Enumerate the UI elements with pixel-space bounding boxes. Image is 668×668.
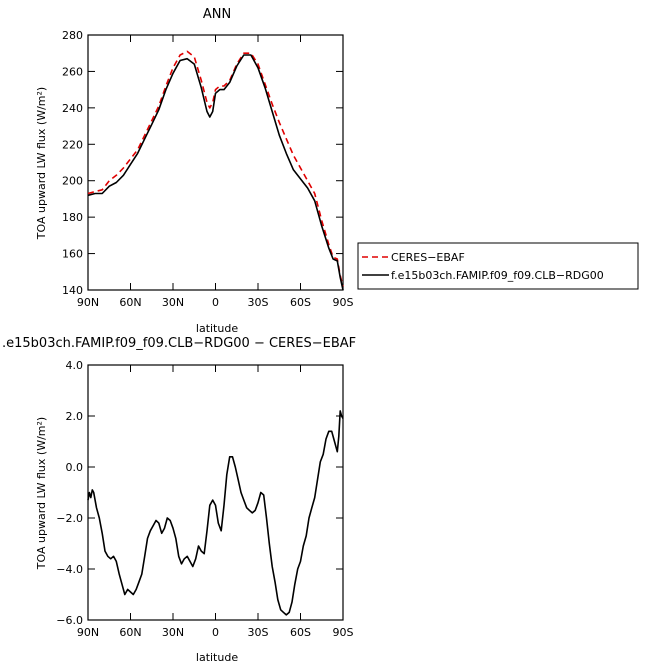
top-x-tick-label: 60N: [119, 296, 141, 309]
legend-label-ceres: CERES−EBAF: [391, 251, 465, 264]
top-x-tick-label: 30S: [248, 296, 269, 309]
top-panel: ANN 90N 60N 30N 0 30S 60S 90S 140 160 180 200 220 24…: [35, 7, 354, 335]
bottom-title: .e15b03ch.FAMIP.f09_f09.CLB−RDG00 − CERE…: [2, 336, 356, 351]
top-y-tick-label: 180: [62, 211, 83, 224]
top-y-tick-label: 200: [62, 175, 83, 188]
bottom-x-tick-label: 0: [212, 626, 219, 639]
bottom-x-tick-label: 30N: [162, 626, 184, 639]
bottom-x-axis-label: latitude: [196, 651, 238, 664]
top-x-axis-label: latitude: [196, 322, 238, 335]
top-x-tick-label: 60S: [290, 296, 311, 309]
bottom-y-axis-label: TOA upward LW flux (W/m²): [35, 417, 48, 570]
top-title: ANN: [203, 7, 231, 22]
bottom-x-tick-label: 90N: [77, 626, 99, 639]
top-y-tick-label: 240: [62, 102, 83, 115]
bottom-y-tick-label: −4.0: [56, 563, 83, 576]
top-x-tick-label: 90N: [77, 296, 99, 309]
top-x-tick-label: 0: [212, 296, 219, 309]
legend-box: [357, 242, 639, 290]
top-y-axis-label: TOA upward LW flux (W/m²): [35, 87, 48, 240]
legend-label-model: f.e15b03ch.FAMIP.f09_f09.CLB−RDG00: [391, 269, 604, 282]
bottom-y-tick-label: 2.0: [66, 410, 84, 423]
top-y-tick-label: 160: [62, 248, 83, 261]
top-y-tick-label: 140: [62, 284, 83, 297]
top-series-line-0: [87, 50, 344, 287]
top-y-tick-label: 280: [62, 29, 83, 42]
bottom-x-tick-label: 60N: [119, 626, 141, 639]
bottom-y-tick-label: 0.0: [66, 461, 84, 474]
bottom-plot-frame: [87, 364, 344, 621]
top-x-tick-label: 30N: [162, 296, 184, 309]
bottom-x-tick-label: 90S: [333, 626, 354, 639]
top-plot-frame: [87, 34, 344, 291]
bottom-panel: .e15b03ch.FAMIP.f09_f09.CLB−RDG00 − CERE…: [2, 336, 356, 664]
top-x-tick-label: 90S: [333, 296, 354, 309]
top-y-tick-label: 260: [62, 65, 83, 78]
top-y-tick-label: 220: [62, 138, 83, 151]
top-series-line-1: [87, 54, 344, 291]
bottom-y-tick-label: −2.0: [56, 512, 83, 525]
bottom-y-tick-label: 4.0: [66, 359, 84, 372]
bottom-y-tick-label: −6.0: [56, 614, 83, 627]
legend: CERES−EBAF f.e15b03ch.FAMIP.f09_f09.CLB−…: [357, 242, 639, 290]
bottom-series-line-0: [87, 410, 344, 616]
bottom-x-tick-label: 60S: [290, 626, 311, 639]
bottom-x-tick-label: 30S: [248, 626, 269, 639]
